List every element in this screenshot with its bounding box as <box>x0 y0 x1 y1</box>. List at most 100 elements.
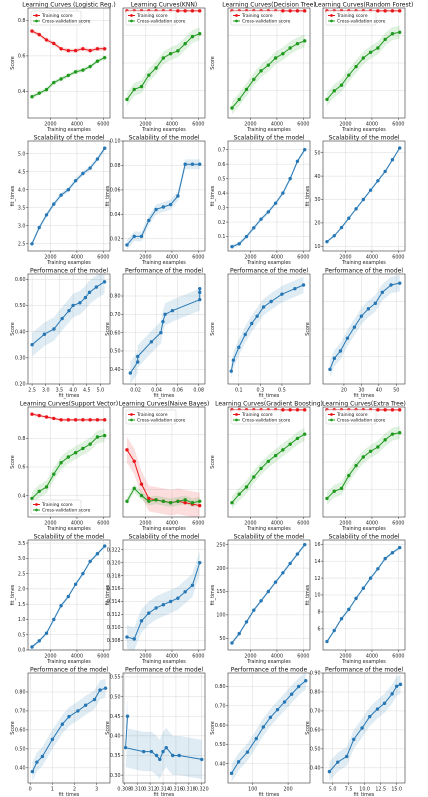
score-point <box>161 319 165 324</box>
x-tick-label: 4000 <box>366 654 378 660</box>
x-axis-label: fit_times <box>354 792 375 797</box>
confidence-band <box>329 674 401 782</box>
y-tick-label: 0.1 <box>218 234 226 240</box>
confidence-band <box>231 147 305 249</box>
panel-title: Scalability of the model <box>329 135 400 142</box>
score-point <box>103 686 108 690</box>
y-tick-label: 0.40 <box>215 761 226 767</box>
y-tick-label: 6 <box>317 627 320 633</box>
panel-learning-naive-bayes: 2000 4000 6000 Learning Curves(Naive Bayes)… <box>119 401 210 533</box>
panel-plot-area <box>123 407 205 517</box>
axes-frame <box>227 672 311 784</box>
confidence-band <box>231 276 304 380</box>
legend-cross-validation-marker <box>130 19 133 23</box>
cross-validation-score-point <box>52 472 56 476</box>
y-tick-label: 0.80 <box>110 294 121 300</box>
cross-validation-score-point <box>237 97 241 102</box>
y-axis-label: Score <box>105 721 111 734</box>
y-tick-label: 20 <box>314 221 320 227</box>
training-score-point <box>88 418 92 422</box>
cross-validation-score-point <box>383 37 387 42</box>
y-tick-label: 0.06 <box>110 188 121 194</box>
legend-cross-validation-label: Cross-validation score <box>42 508 91 514</box>
fit-times-point <box>244 620 249 624</box>
score-point <box>141 749 146 754</box>
fit-times-point <box>252 226 256 230</box>
score-point <box>92 697 97 702</box>
cross-validation-score-point <box>390 432 395 436</box>
y-tick-label: 0.02 <box>110 236 121 242</box>
panel-perf-naive-bayes: 0.308 0.310 0.312 0.314 0.316 0.318 0.320 0.30 0… <box>105 667 209 797</box>
cross-validation-score-point <box>244 87 249 92</box>
panel-plot-area <box>28 274 110 384</box>
y-axis-label: fit_times <box>305 584 311 605</box>
training-score-point <box>52 416 56 421</box>
cross-validation-score-point <box>37 91 41 95</box>
x-axis-label: Training examples <box>141 659 186 665</box>
confidence-band <box>126 551 200 650</box>
score-point <box>40 754 45 759</box>
panel-scal-gradient-boosting: 2000 4000 6000 50 100 150 200 250 Scalability of… <box>210 534 311 665</box>
fit-times-point <box>266 210 271 214</box>
score-point <box>171 753 175 758</box>
training-score-point <box>281 408 285 412</box>
score-point <box>394 684 399 688</box>
legend-training-label: Training score <box>336 412 368 418</box>
training-score-point <box>37 413 41 418</box>
fit-times-point <box>154 606 158 610</box>
cross-validation-score-point <box>361 56 366 60</box>
panel-learning-gradient-boosting: 2000 4000 6000 Learning Curves(Gradient Boo… <box>210 401 323 533</box>
axes-frame <box>227 140 311 252</box>
score-point <box>83 703 88 707</box>
cross-validation-score-point <box>252 475 256 479</box>
score-point <box>254 736 258 741</box>
score-point <box>136 354 140 359</box>
x-axis-label: fit_times <box>154 792 175 797</box>
y-tick-label: 0.30 <box>110 773 121 779</box>
legend-cross-validation-marker <box>35 19 38 23</box>
fit-times-point <box>198 162 202 166</box>
fit-times-point <box>139 619 144 623</box>
x-tick-label: 2000 <box>139 654 151 660</box>
cross-validation-score-point <box>325 496 329 501</box>
score-point <box>71 303 75 308</box>
cross-validation-score-point <box>303 39 307 43</box>
score-point <box>128 371 133 375</box>
x-tick-label: 6000 <box>97 255 109 261</box>
y-axis-label: Score <box>210 56 216 69</box>
fit-times-point <box>361 586 366 590</box>
panel-plot-area <box>228 8 310 118</box>
x-tick-label: 10.0 <box>359 787 370 793</box>
x-tick-label: 5.0 <box>97 388 105 394</box>
fit-times-point <box>266 589 271 594</box>
axes-frame <box>27 273 111 385</box>
fit-times-point <box>154 207 158 212</box>
y-tick-label: 3.0 <box>18 556 26 562</box>
x-tick-label: 20 <box>341 388 347 394</box>
y-tick-label: 0.4 <box>18 89 26 95</box>
x-tick-label: 2000 <box>44 654 56 660</box>
panel-title: Scalability of the model <box>234 135 305 142</box>
cross-validation-score-point <box>168 52 173 56</box>
y-axis-label: Score <box>305 322 311 335</box>
cross-validation-score-point <box>154 498 158 502</box>
cross-validation-score-point <box>376 445 380 449</box>
x-axis-label: Training examples <box>46 526 91 532</box>
score-point <box>50 737 55 742</box>
score-point <box>261 725 266 729</box>
cross-validation-score-point <box>88 442 92 446</box>
x-tick-label: 6000 <box>297 122 309 128</box>
panel-title: Learning Curves(Naive Bayes) <box>119 401 210 408</box>
legend-cross-validation-marker <box>235 19 238 23</box>
training-score-point <box>376 9 380 13</box>
score-point <box>163 312 167 317</box>
training-score-point <box>288 408 292 412</box>
confidence-band <box>329 274 400 378</box>
y-tick-label: 2.5 <box>18 241 26 247</box>
y-tick-label: 0.8 <box>18 18 26 24</box>
y-tick-label: 0.322 <box>107 547 121 553</box>
